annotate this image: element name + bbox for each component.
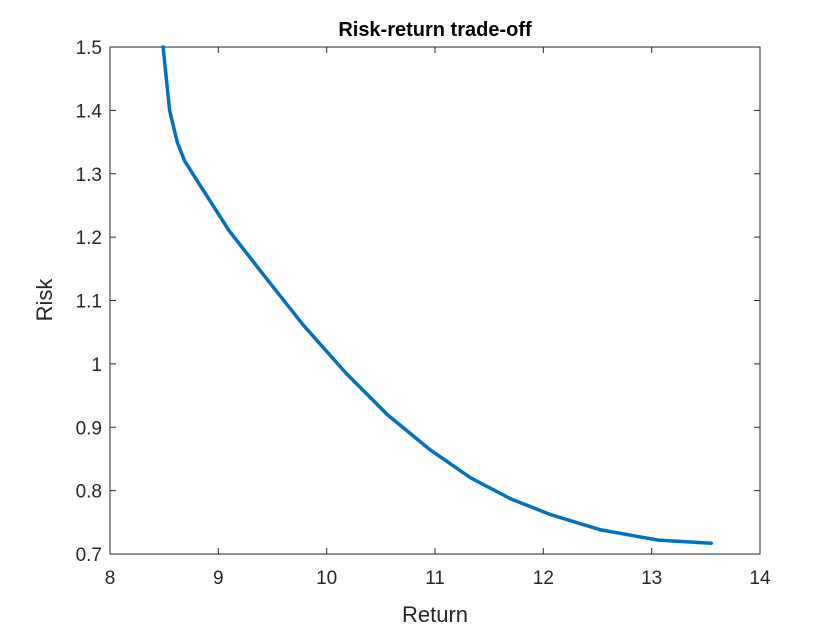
axis-ticks [109,46,761,555]
y-tick-label: 1.3 [76,165,102,186]
y-tick-label: 1 [91,355,102,376]
x-tick-label: 8 [105,568,116,589]
x-axis-label: Return [402,602,468,627]
series-line [161,45,714,545]
x-tick-label: 14 [749,568,771,589]
y-tick-label: 1.5 [76,38,102,59]
plot-area [109,46,761,555]
y-axis-label: Risk [32,278,57,322]
tick-labels: 8 9 10 11 12 13 14 0.7 0.8 0.9 1 1.1 1.2 1.3 1.4 1.5 [76,38,771,589]
chart-title: Risk-return trade-off [338,19,532,41]
y-tick-label: 1.4 [76,101,103,122]
y-tick-label: 0.8 [76,482,102,503]
y-tick-label: 1.2 [76,228,102,249]
x-tick-label: 10 [316,568,337,589]
x-tick-label: 11 [425,568,445,589]
x-tick-label: 12 [533,568,554,589]
y-tick-label: 1.1 [76,292,102,313]
y-tick-label: 0.9 [76,418,102,439]
x-tick-label: 9 [213,568,224,589]
x-tick-label: 13 [641,568,662,589]
y-tick-label: 0.7 [76,545,102,566]
